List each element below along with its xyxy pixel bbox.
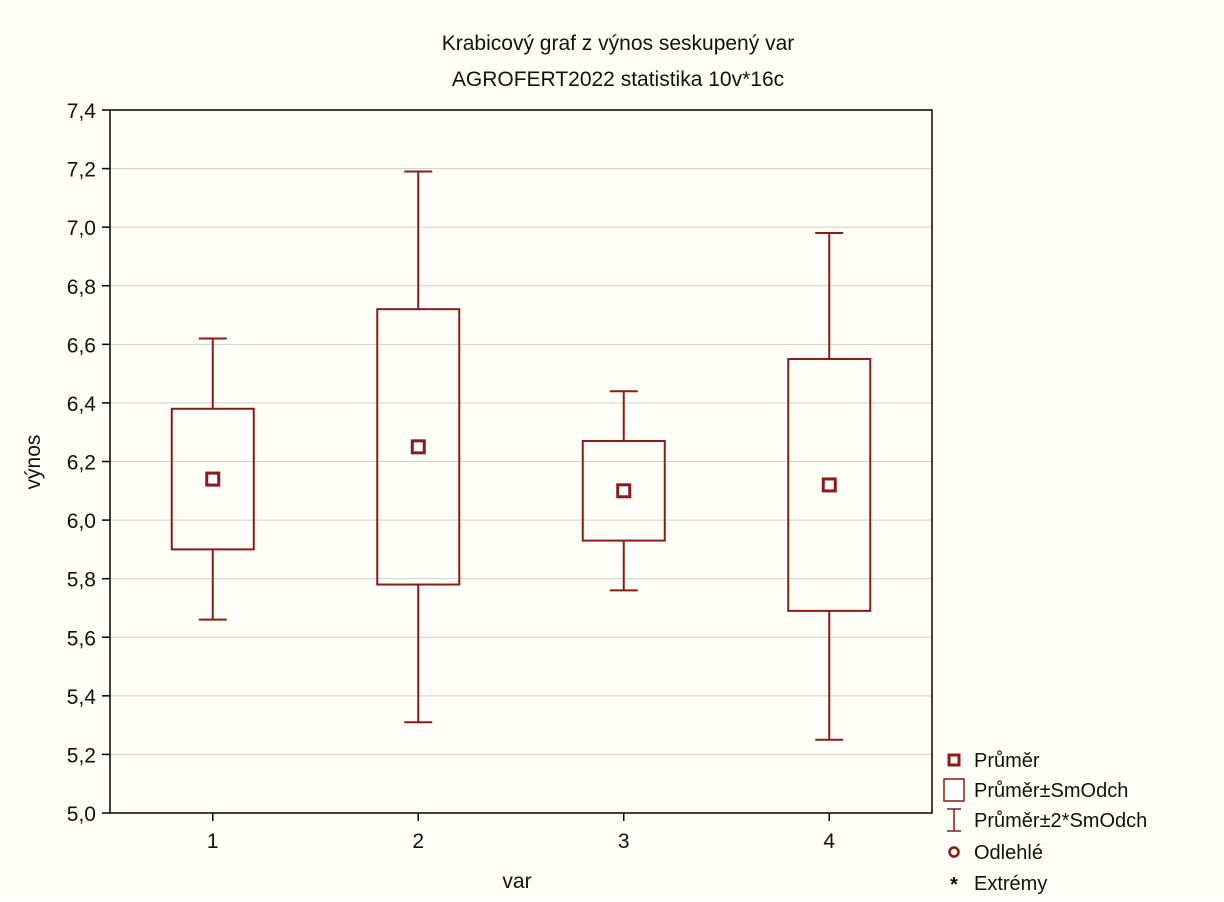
y-tick-label: 7,4	[67, 100, 97, 123]
chart-subtitle: AGROFERT2022 statistika 10v*16c	[452, 68, 784, 91]
legend-outlier-icon	[948, 846, 960, 858]
legend-extreme-icon: *	[950, 874, 958, 896]
y-tick-label: 7,2	[67, 159, 96, 182]
x-tick-label: 4	[823, 830, 835, 853]
box-plot-marks	[170, 170, 872, 741]
legend-whisker-icon	[947, 808, 961, 832]
x-axis-label: var	[502, 870, 531, 893]
legend-label: Průměr±2*SmOdch	[974, 810, 1147, 832]
chart-title: Krabicový graf z výnos seskupený var	[442, 32, 795, 55]
x-tick-label: 2	[412, 830, 424, 853]
y-tick-label: 5,2	[67, 744, 96, 767]
std-dev-box	[581, 439, 666, 542]
legend-label: Průměr±SmOdch	[974, 780, 1128, 802]
grid-lines	[110, 168, 932, 755]
mean-marker	[205, 471, 221, 487]
legend-label: Průměr	[974, 750, 1040, 772]
y-tick-label: 5,4	[67, 686, 97, 709]
axis-ticks: 5,0 5,2 5,4 5,6 5,8 6,0 6,2 6,4 6,6 6,8 7,0 7,2 7,4 1…	[67, 100, 836, 853]
mean-marker	[616, 483, 632, 499]
mean-marker	[410, 439, 426, 455]
y-tick-label: 6,0	[67, 510, 96, 533]
y-tick-label: 5,6	[67, 627, 96, 650]
legend-mean-icon	[947, 753, 961, 767]
legend: Průměr Průměr±SmOdch Průměr±2*SmOdch Odlehl…	[943, 750, 1147, 896]
x-tick-label: 1	[207, 830, 219, 853]
y-axis-label: výnos	[22, 435, 45, 490]
legend-box-icon	[943, 778, 965, 802]
std-dev-box	[787, 357, 872, 612]
mean-marker	[821, 477, 837, 493]
y-tick-label: 5,0	[67, 803, 96, 826]
legend-label: Odlehlé	[974, 842, 1043, 864]
y-tick-label: 6,4	[67, 393, 97, 416]
y-tick-label: 7,0	[67, 217, 96, 240]
legend-label: Extrémy	[974, 873, 1047, 895]
y-tick-label: 6,6	[67, 334, 96, 357]
y-tick-label: 6,2	[67, 452, 96, 475]
y-tick-label: 5,8	[67, 569, 96, 592]
y-tick-label: 6,8	[67, 276, 96, 299]
std-dev-box	[170, 407, 255, 551]
x-tick-label: 3	[618, 830, 630, 853]
std-dev-box	[376, 308, 461, 586]
